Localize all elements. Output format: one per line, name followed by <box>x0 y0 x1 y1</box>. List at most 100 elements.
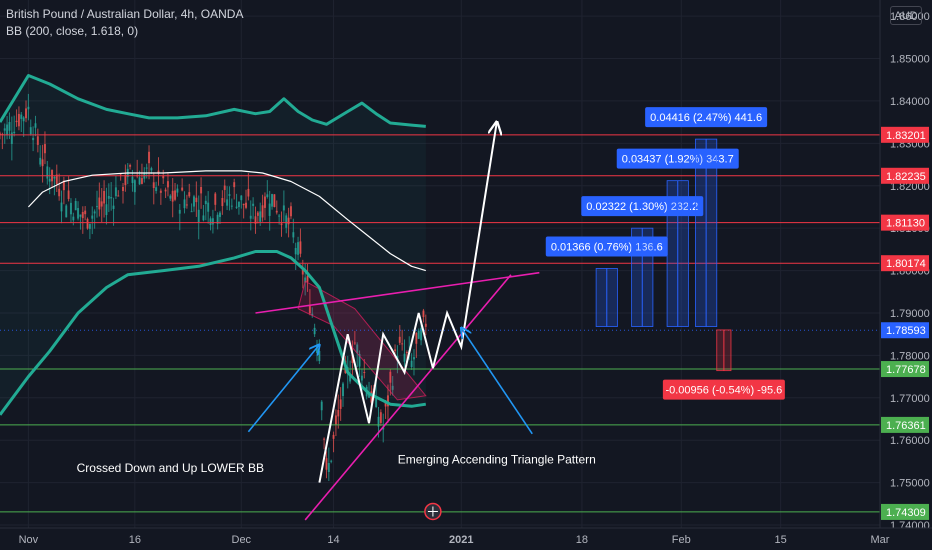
x-tick-label-2: Dec <box>232 534 252 546</box>
y-tick-label-7: 1.79000 <box>890 308 930 320</box>
y-tick-label-10: 1.76000 <box>890 435 930 447</box>
projection-path <box>318 122 496 483</box>
candle-body-140 <box>330 460 333 462</box>
candle-body-100 <box>235 206 238 208</box>
candle-body-40 <box>93 211 96 214</box>
candle-body-116 <box>273 194 276 208</box>
chart-title: British Pound / Australian Dollar, 4h, O… <box>6 7 244 21</box>
candle-body-174 <box>410 360 413 368</box>
measure-label-0: 0.01366 (0.76%) 136.6 <box>551 241 663 253</box>
series-group <box>0 74 427 416</box>
candle-body-171 <box>403 353 406 362</box>
y-tick-label-2: 1.84000 <box>890 96 930 108</box>
candle-body-83 <box>195 197 198 203</box>
measure-label-bg-3 <box>645 107 768 128</box>
candle-body-109 <box>256 212 259 216</box>
level-tag-bg-3 <box>881 255 929 272</box>
candle-body-138 <box>325 458 328 470</box>
candle-body-7 <box>15 120 18 123</box>
candle-body-108 <box>254 216 257 224</box>
candle-body-15 <box>34 123 37 128</box>
candle-body-110 <box>259 211 262 222</box>
candle-body-56 <box>131 176 134 184</box>
current-price-tag-bg <box>881 322 929 339</box>
candle-body-89 <box>209 218 212 225</box>
level-tag-bg-2 <box>881 214 929 231</box>
bb-basis-line <box>27 170 426 272</box>
candle-body-74 <box>174 190 177 200</box>
currency-button[interactable]: AUD <box>890 6 922 25</box>
x-tick-label-4: 2021 <box>449 534 473 546</box>
candle-body-62 <box>145 167 148 169</box>
candle-body-66 <box>155 187 158 191</box>
candle-body-2 <box>3 128 6 131</box>
candle-body-163 <box>384 401 387 407</box>
candle-body-19 <box>43 144 46 154</box>
candle-body-51 <box>119 173 122 175</box>
candle-body-23 <box>53 176 56 179</box>
candle-body-159 <box>375 396 378 407</box>
candle-body-48 <box>112 205 115 209</box>
candle-body-33 <box>77 208 80 219</box>
candle-body-21 <box>48 178 51 182</box>
candle-body-6 <box>13 131 16 134</box>
indicator-legend[interactable]: BB (200, close, 1.618, 0) <box>6 24 139 38</box>
candle-body-24 <box>55 174 58 185</box>
candle-body-68 <box>159 190 162 193</box>
candle-body-172 <box>405 352 408 354</box>
level-tag-bg-4 <box>881 361 929 378</box>
candle-body-3 <box>6 124 9 136</box>
candle-body-67 <box>157 170 160 174</box>
candle-body-90 <box>211 218 214 225</box>
candle-body-152 <box>358 353 361 367</box>
x-tick-label-7: 15 <box>775 534 787 546</box>
candle-body-170 <box>401 343 404 345</box>
candle-body-139 <box>327 462 330 472</box>
candle-body-178 <box>420 328 423 341</box>
candle-body-102 <box>240 195 243 201</box>
candle-body-85 <box>200 186 203 194</box>
candle-body-126 <box>297 242 300 255</box>
x-tick-label-3: 14 <box>327 534 339 546</box>
candle-body-46 <box>107 196 110 199</box>
level-tag-label-1: 1.82235 <box>886 171 926 183</box>
y-tick-label-1: 1.85000 <box>890 54 930 66</box>
candle-body-118 <box>278 215 281 217</box>
candle-body-141 <box>332 434 335 439</box>
candle-body-8 <box>17 113 20 127</box>
candle-body-59 <box>138 177 141 185</box>
candle-body-52 <box>122 186 125 191</box>
candle-body-49 <box>114 187 117 197</box>
candle-body-122 <box>287 217 290 225</box>
candle-body-30 <box>69 202 72 215</box>
candle-body-176 <box>415 332 418 344</box>
candle-body-160 <box>377 416 380 427</box>
candle-body-107 <box>252 203 255 206</box>
candle-body-123 <box>289 206 292 217</box>
candle-body-71 <box>166 181 169 188</box>
measure-label-bg-0 <box>545 236 668 257</box>
flag-icon <box>427 506 438 517</box>
candle-body-130 <box>306 275 309 282</box>
candle-body-131 <box>308 305 311 314</box>
level-tag-label-5: 1.76361 <box>886 420 926 432</box>
candle-body-169 <box>398 336 401 343</box>
bb-lower-line <box>0 250 427 416</box>
candle-body-4 <box>8 122 11 131</box>
candle-body-135 <box>318 350 321 362</box>
measure-label-3: 0.04416 (2.47%) 441.6 <box>650 112 762 124</box>
annotation-arrow-1 <box>461 328 533 435</box>
candle-body-31 <box>72 216 75 221</box>
candle-body-153 <box>360 375 363 381</box>
candle-body-69 <box>162 175 165 179</box>
candle-body-70 <box>164 189 167 192</box>
candle-body-38 <box>88 223 91 229</box>
candle-body-121 <box>285 215 288 228</box>
candle-body-28 <box>65 205 68 218</box>
candle-body-55 <box>129 165 132 167</box>
candle-body-17 <box>39 157 42 165</box>
candle-body-113 <box>266 194 269 198</box>
candle-body-103 <box>242 203 245 206</box>
